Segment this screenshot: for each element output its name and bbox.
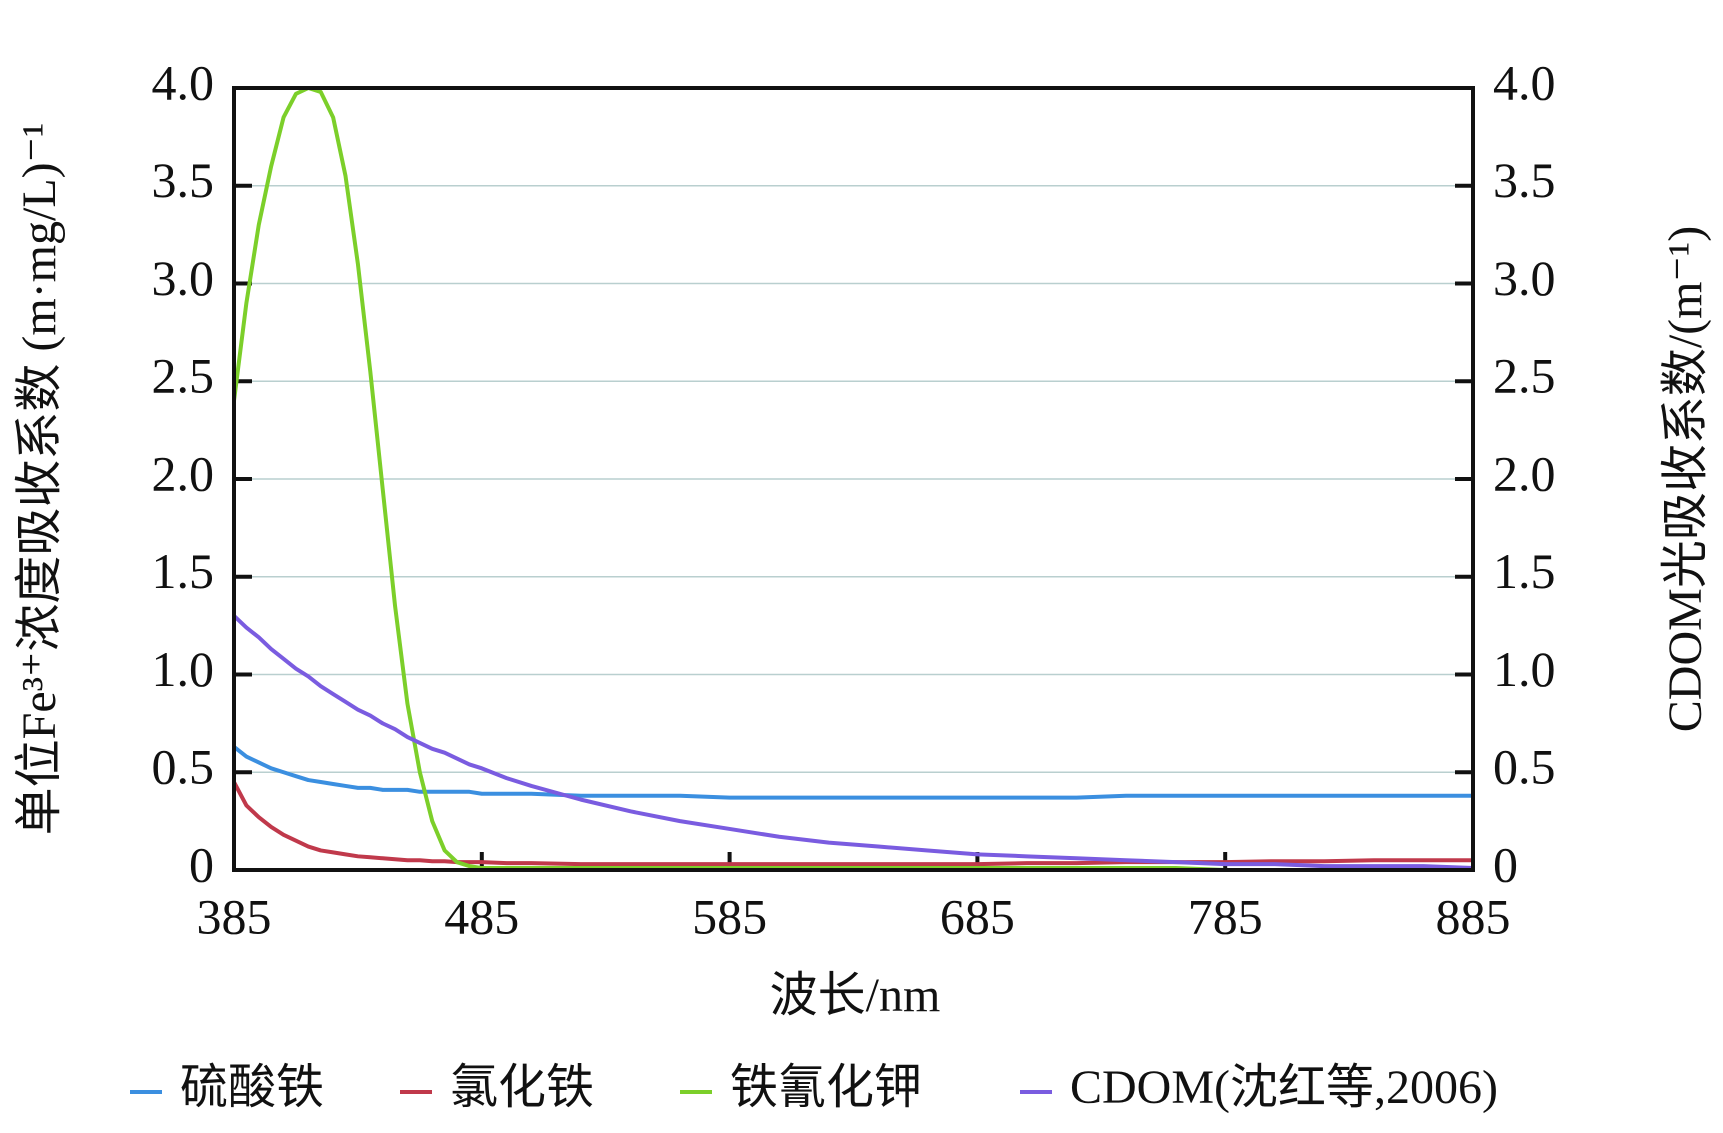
y-tick-label: 1.0 xyxy=(152,641,215,697)
x-tick-label: 685 xyxy=(940,888,1015,944)
y-tick-label: 4.0 xyxy=(152,54,215,110)
y2-tick-label: 2.5 xyxy=(1493,348,1556,404)
y2-tick-label: 4.0 xyxy=(1493,54,1556,110)
legend-label: 氯化铁 xyxy=(450,1061,594,1114)
legend-label: CDOM(沈红等,2006) xyxy=(1070,1061,1498,1114)
y2-tick-label: 1.0 xyxy=(1493,641,1556,697)
x-axis-label: 波长/nm xyxy=(770,969,941,1022)
y-tick-label: 2.0 xyxy=(152,445,215,501)
y-tick-label: 2.5 xyxy=(152,348,215,404)
y2-tick-label: 0.5 xyxy=(1493,739,1556,795)
x-tick-label: 585 xyxy=(692,888,767,944)
x-tick-label: 385 xyxy=(197,888,272,944)
legend-label: 硫酸铁 xyxy=(180,1061,324,1114)
x-tick-label: 485 xyxy=(444,888,519,944)
y2-tick-label: 3.0 xyxy=(1493,250,1556,306)
x-tick-label: 885 xyxy=(1436,888,1511,944)
x-tick-label: 785 xyxy=(1188,888,1263,944)
y-tick-label: 1.5 xyxy=(152,543,215,599)
y-tick-label: 0 xyxy=(189,836,214,892)
y-tick-label: 3.0 xyxy=(152,250,215,306)
y2-tick-label: 3.5 xyxy=(1493,152,1556,208)
y2-tick-label: 2.0 xyxy=(1493,445,1556,501)
series-line xyxy=(232,745,1473,800)
y2-tick-label: 1.5 xyxy=(1493,543,1556,599)
series-line xyxy=(232,614,1474,871)
y-tick-label: 3.5 xyxy=(152,152,215,208)
y-axis-label: 单位Fe³⁺浓度吸收系数 (m·mg/L)⁻¹ xyxy=(13,123,66,836)
y-tick-label: 0.5 xyxy=(152,739,215,795)
y2-axis-label: CDOM光吸收系数/(m⁻¹) xyxy=(1659,226,1712,732)
plot-frame xyxy=(232,86,1475,872)
legend-label: 铁氰化钾 xyxy=(730,1061,922,1114)
y2-tick-label: 0 xyxy=(1493,836,1518,892)
